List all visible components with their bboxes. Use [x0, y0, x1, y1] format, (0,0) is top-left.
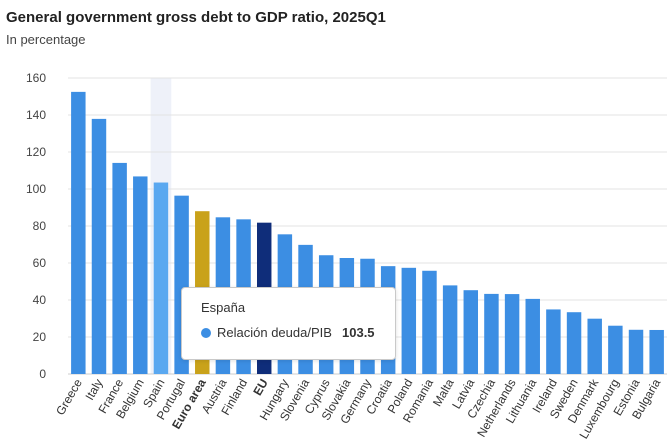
bar[interactable]	[133, 176, 148, 374]
bar[interactable]	[504, 294, 520, 374]
bar[interactable]	[71, 91, 86, 374]
bar[interactable]	[628, 329, 644, 374]
bar[interactable]	[587, 318, 602, 374]
tooltip-value: 103.5	[342, 325, 375, 340]
x-tick-label: Greece	[53, 376, 85, 417]
tooltip-title: España	[201, 300, 246, 315]
y-tick-label: 40	[33, 293, 47, 307]
y-tick-label: 0	[39, 367, 46, 381]
tooltip-series-dot-icon	[201, 328, 211, 338]
chart-title: General government gross debt to GDP rat…	[6, 9, 386, 26]
bar[interactable]	[463, 290, 479, 374]
y-tick-label: 20	[33, 330, 47, 344]
bar[interactable]	[153, 182, 169, 374]
y-tick-label: 160	[26, 71, 46, 85]
y-tick-label: 60	[33, 256, 47, 270]
bar[interactable]	[422, 270, 437, 374]
y-tick-label: 140	[26, 108, 46, 122]
bar[interactable]	[566, 312, 582, 374]
chart-subtitle: In percentage	[6, 32, 86, 47]
bar[interactable]	[401, 267, 417, 374]
y-tick-label: 80	[33, 219, 47, 233]
bar[interactable]	[649, 329, 664, 374]
tooltip-series-label: Relación deuda/PIB	[217, 325, 332, 340]
bar[interactable]	[442, 285, 458, 374]
bar[interactable]	[525, 298, 540, 374]
bar[interactable]	[546, 309, 561, 374]
bar[interactable]	[91, 118, 107, 374]
bar[interactable]	[112, 162, 127, 374]
bar[interactable]	[608, 325, 623, 374]
chart-tooltip: España Relación deuda/PIB 103.5	[181, 287, 396, 360]
y-tick-label: 100	[26, 182, 46, 196]
bar[interactable]	[484, 293, 499, 374]
y-tick-label: 120	[26, 145, 46, 159]
